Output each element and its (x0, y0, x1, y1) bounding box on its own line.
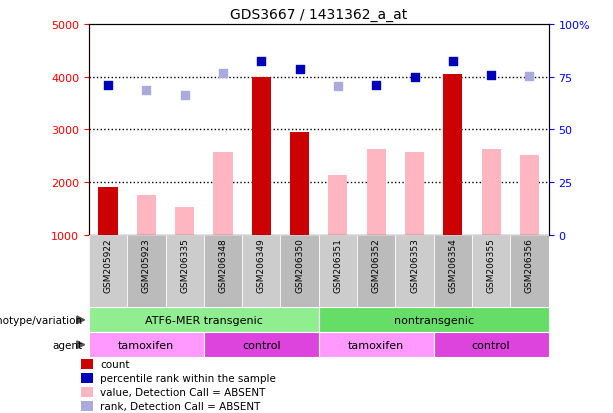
Point (256, 58, 266, 65)
Title: GDS3667 / 1431362_a_at: GDS3667 / 1431362_a_at (230, 8, 408, 22)
Bar (82, 401, 93, 411)
Bar (89, 235, 128, 308)
Bar (357, 235, 395, 308)
Bar (367, 150, 386, 235)
Text: count: count (100, 359, 130, 369)
Bar (252, 78, 271, 235)
Text: GSM205922: GSM205922 (104, 237, 113, 292)
Bar (204, 332, 319, 357)
Point (333, 83, 343, 90)
Bar (482, 150, 501, 235)
Text: GSM206353: GSM206353 (410, 237, 419, 292)
Point (448, 58, 458, 65)
Bar (99, 188, 118, 235)
Text: GSM206354: GSM206354 (448, 237, 457, 292)
Bar (472, 235, 510, 308)
Bar (520, 155, 539, 235)
Text: rank, Detection Call = ABSENT: rank, Detection Call = ABSENT (100, 401, 261, 411)
Bar (510, 235, 549, 308)
Bar (128, 235, 166, 308)
Text: tamoxifen: tamoxifen (118, 340, 175, 350)
Bar (434, 332, 549, 357)
Bar (166, 235, 204, 308)
Bar (434, 235, 472, 308)
Text: genotype/variation: genotype/variation (0, 315, 83, 325)
Text: GSM206335: GSM206335 (180, 237, 189, 292)
Point (142, 87, 151, 94)
Bar (82, 373, 93, 383)
Bar (290, 133, 309, 235)
Point (371, 83, 381, 89)
Text: value, Detection Call = ABSENT: value, Detection Call = ABSENT (100, 387, 265, 397)
Text: GSM206349: GSM206349 (257, 237, 266, 292)
Text: GSM206356: GSM206356 (525, 237, 534, 292)
Bar (175, 207, 194, 235)
Point (486, 73, 496, 79)
Text: agent: agent (53, 340, 83, 350)
Bar (319, 332, 434, 357)
Bar (242, 235, 281, 308)
Text: percentile rank within the sample: percentile rank within the sample (100, 373, 276, 383)
Bar (89, 308, 319, 332)
Bar (319, 235, 357, 308)
Bar (329, 176, 348, 235)
Bar (82, 359, 93, 369)
Text: GSM206350: GSM206350 (295, 237, 304, 292)
Bar (395, 235, 434, 308)
Bar (82, 387, 93, 397)
Bar (213, 152, 232, 235)
Point (409, 74, 419, 81)
Point (180, 92, 189, 99)
Bar (204, 235, 242, 308)
Text: control: control (472, 340, 511, 350)
Bar (89, 332, 204, 357)
Bar (281, 235, 319, 308)
Text: ATF6-MER transgenic: ATF6-MER transgenic (145, 315, 263, 325)
Bar (319, 308, 549, 332)
Bar (405, 152, 424, 235)
Point (103, 82, 113, 89)
Text: control: control (242, 340, 281, 350)
Point (525, 73, 535, 80)
Bar (443, 75, 462, 235)
Text: tamoxifen: tamoxifen (348, 340, 405, 350)
Text: GSM206351: GSM206351 (333, 237, 343, 292)
Text: nontransgenic: nontransgenic (394, 315, 474, 325)
Text: GSM206355: GSM206355 (487, 237, 496, 292)
Point (218, 71, 228, 78)
Text: GSM206352: GSM206352 (371, 237, 381, 292)
Bar (137, 196, 156, 235)
Text: GSM206348: GSM206348 (218, 237, 227, 292)
Point (295, 66, 305, 73)
Text: GSM205923: GSM205923 (142, 237, 151, 292)
